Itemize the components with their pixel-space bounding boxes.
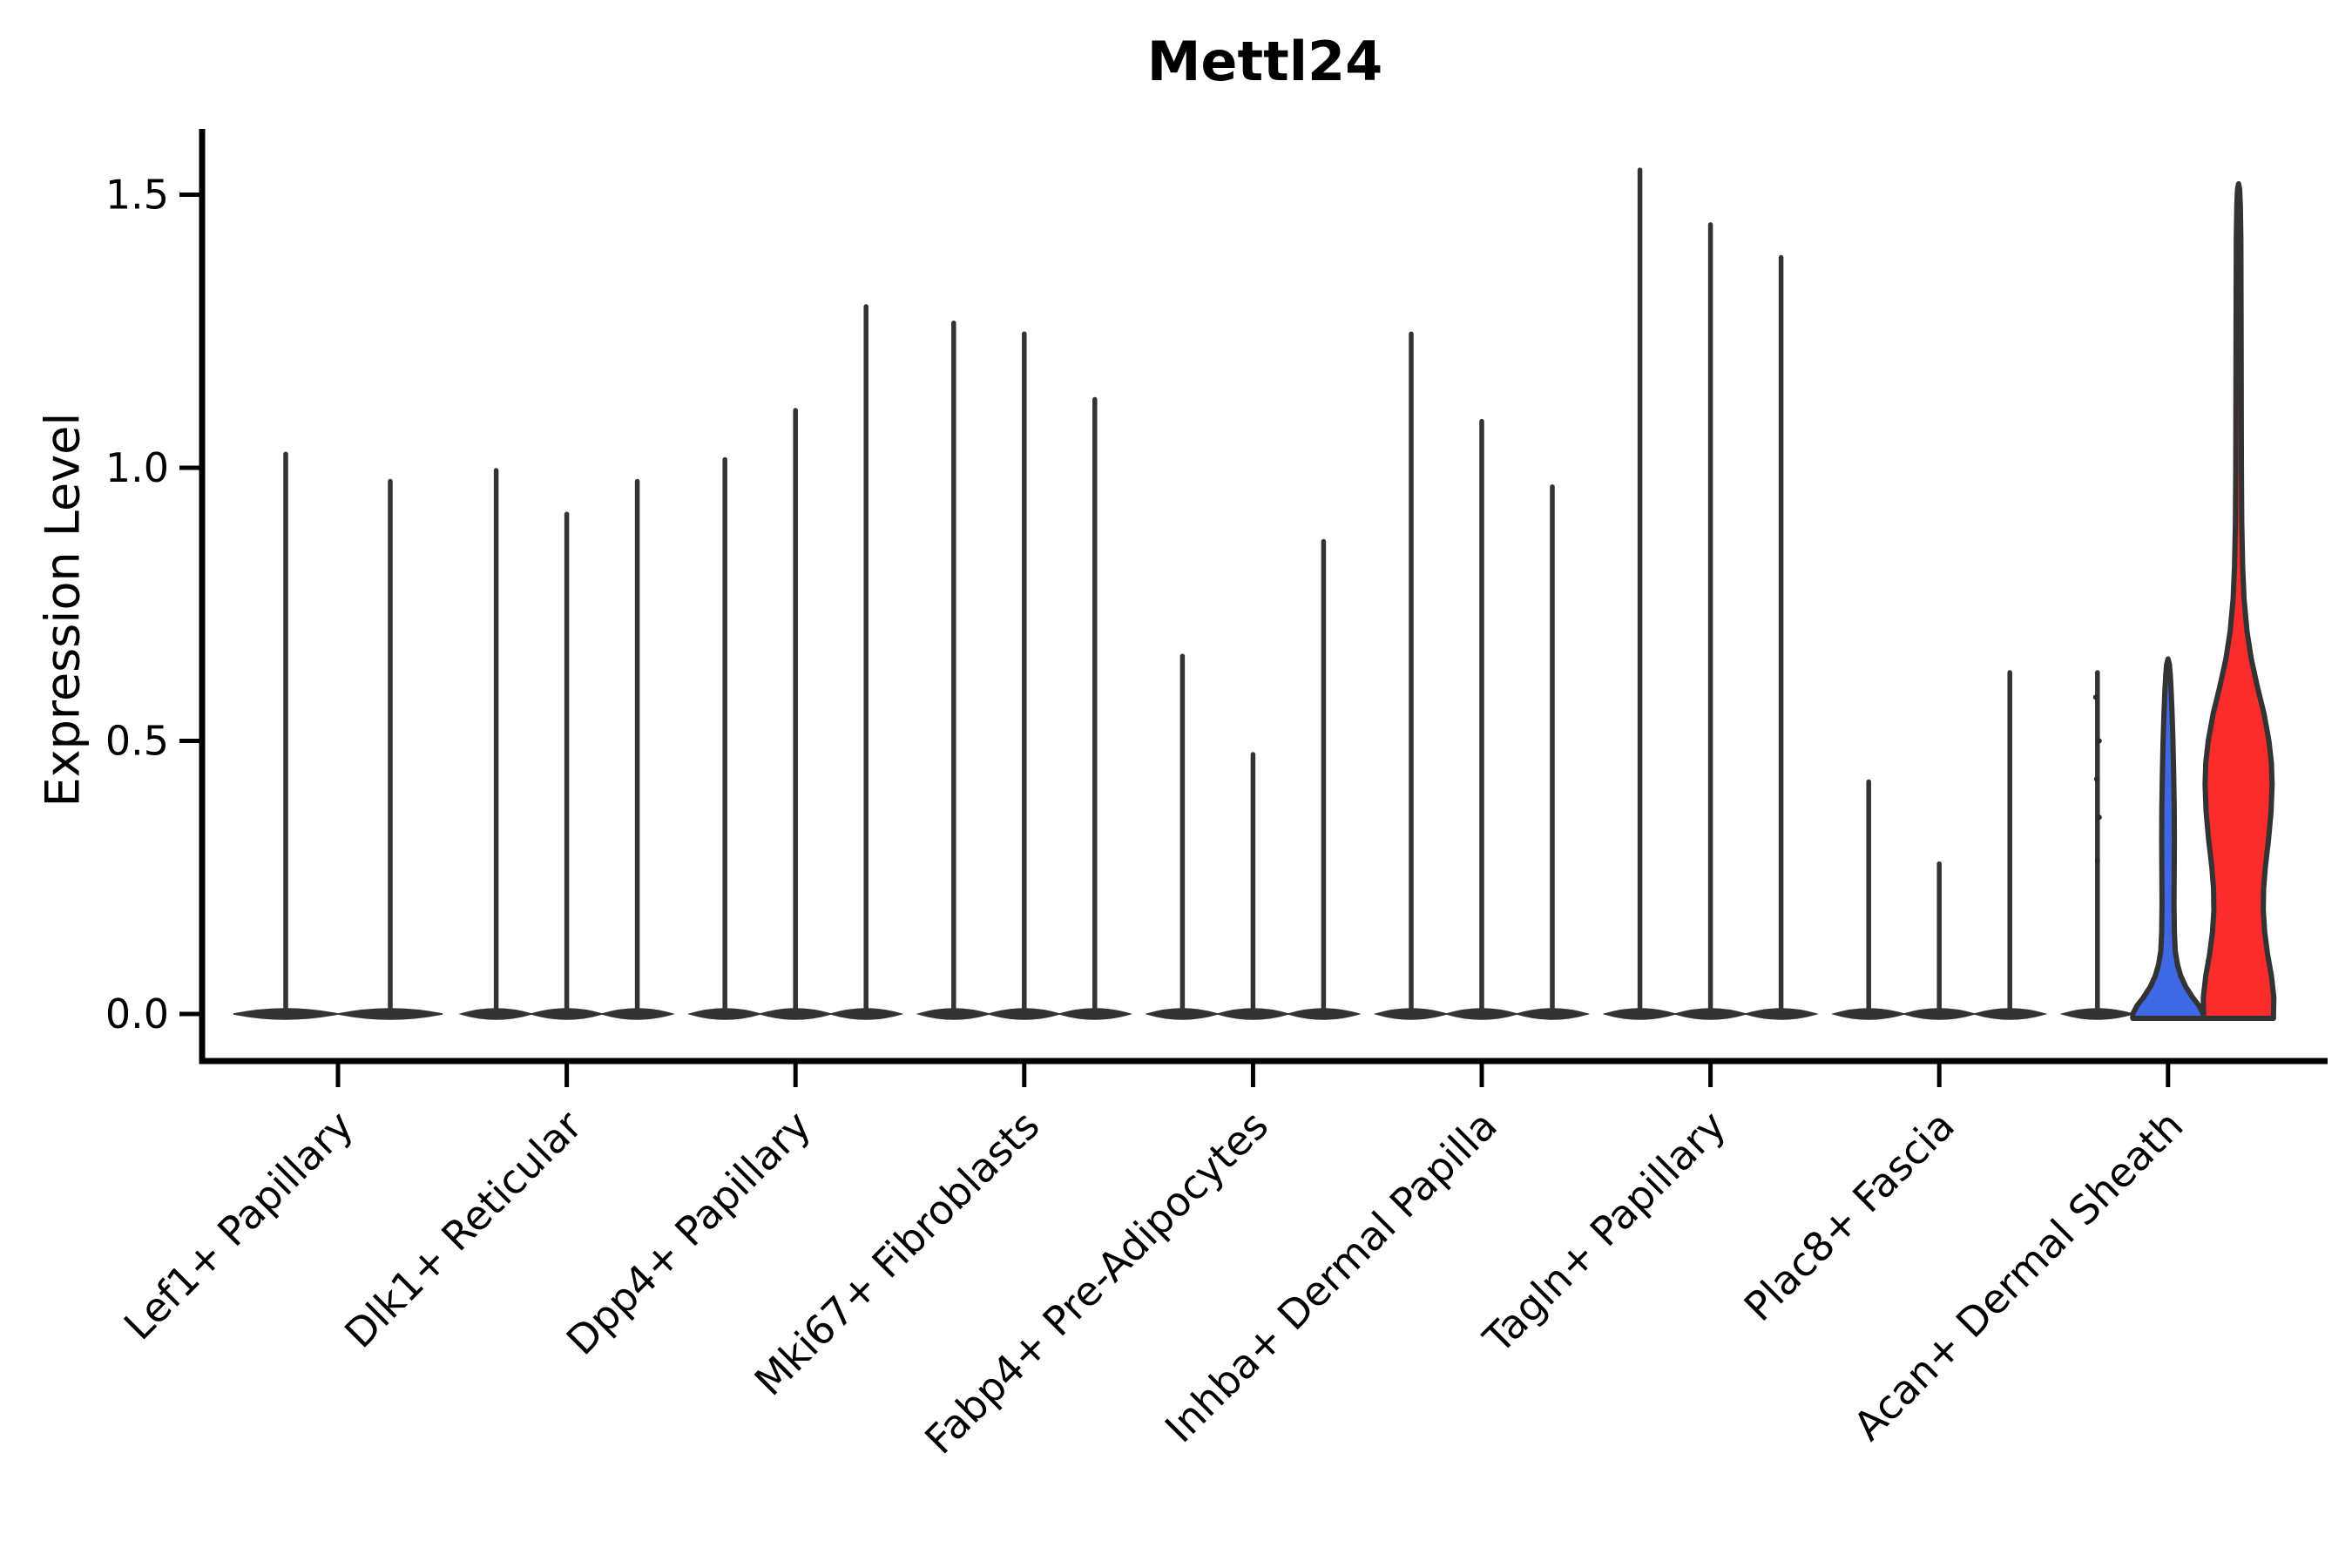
x-tick-label-7: Plac8+ Fascia (1735, 1102, 1963, 1330)
y-tick-label-2: 1.0 (105, 444, 169, 491)
chart-title: Mettl24 (1146, 30, 1383, 93)
x-tick-label-1: Dlk1+ Reticular (335, 1102, 591, 1357)
x-tick-label-0: Lef1+ Papillary (115, 1102, 362, 1349)
y-tick-label-3: 1.5 (105, 172, 169, 219)
violin-shaped-8-2 (2200, 180, 2277, 1021)
x-tick-label-2: Dpp4+ Papillary (558, 1102, 820, 1364)
x-tick-label-6: Tagln+ Papillary (1474, 1102, 1735, 1363)
cell-point-8-0-4 (2094, 858, 2100, 864)
cell-point-8-0-3 (2096, 814, 2102, 821)
cell-point-8-0-2 (2093, 776, 2099, 782)
cell-point-8-0-0 (2092, 694, 2099, 700)
y-tick-label-1: 0.5 (105, 718, 169, 765)
cell-point-8-0-1 (2096, 738, 2102, 744)
y-axis-label: Expression Level (35, 412, 91, 808)
y-tick-label-0: 0.0 (105, 990, 169, 1037)
violin-shaped-8-1 (2130, 656, 2207, 1021)
